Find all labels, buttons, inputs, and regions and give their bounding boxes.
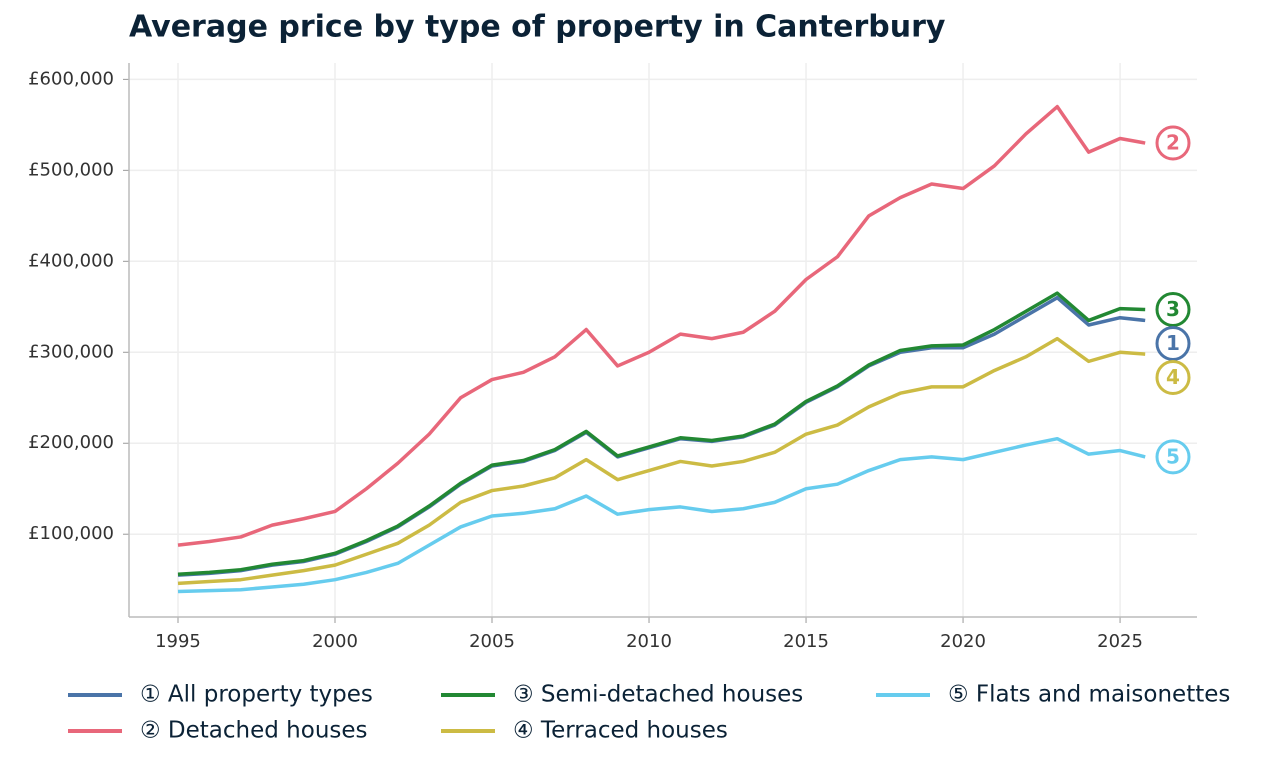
y-tick-label: £200,000: [28, 432, 114, 453]
legend-label: ③ Semi-detached houses: [513, 682, 803, 708]
end-label-circle: [1155, 326, 1191, 362]
series-line: [177, 436, 1146, 594]
end-label-circle: [1155, 360, 1191, 396]
series-line: [177, 336, 1146, 586]
y-tick-label: £100,000: [28, 523, 114, 544]
end-label-circle: [1155, 125, 1191, 161]
end-label: 5: [1166, 444, 1180, 468]
legend-label: ② Detached houses: [140, 718, 368, 744]
end-label: 2: [1166, 131, 1180, 155]
x-tick-label: 1995: [155, 631, 201, 652]
legend-label: ① All property types: [140, 682, 373, 708]
x-tick-label: 2005: [469, 631, 515, 652]
legend-label: ④ Terraced houses: [513, 718, 728, 744]
legend-label: ⑤ Flats and maisonettes: [948, 682, 1230, 708]
series-line: [177, 291, 1146, 576]
y-tick-label: £400,000: [28, 250, 114, 271]
end-label: 3: [1166, 297, 1180, 321]
x-tick-label: 2015: [783, 631, 829, 652]
end-label-circle: [1155, 292, 1191, 328]
end-label-circle: [1155, 439, 1191, 475]
chart-title: Average price by type of property in Can…: [129, 10, 946, 45]
end-label: 1: [1166, 331, 1180, 355]
series-line: [177, 104, 1146, 547]
x-tick-label: 2000: [312, 631, 358, 652]
y-tick-label: £300,000: [28, 341, 114, 362]
y-tick-label: £600,000: [28, 68, 114, 89]
y-tick-label: £500,000: [28, 159, 114, 180]
x-tick-label: 2020: [940, 631, 986, 652]
x-tick-label: 2010: [626, 631, 672, 652]
end-label: 4: [1166, 365, 1180, 389]
x-tick-label: 2025: [1097, 631, 1143, 652]
